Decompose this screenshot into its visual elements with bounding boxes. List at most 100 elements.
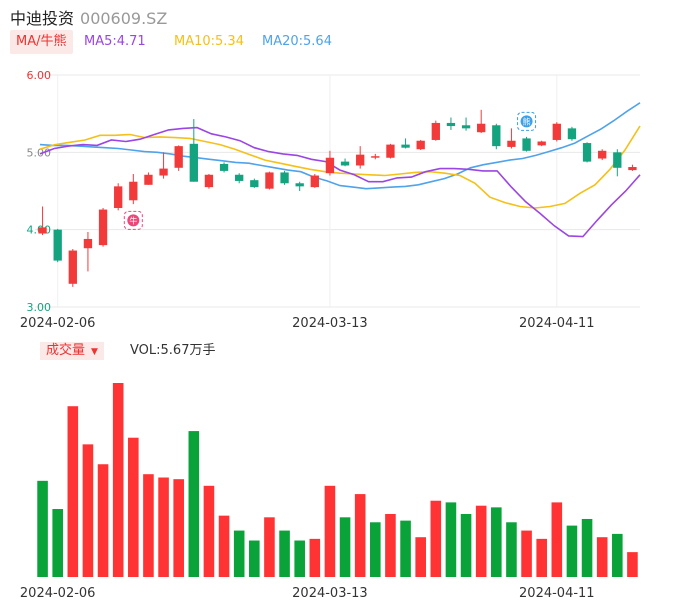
- candle-body: [477, 123, 486, 133]
- bear-marker-label: 熊: [523, 116, 531, 126]
- volume-bar: [612, 533, 623, 577]
- volume-bar: [67, 406, 79, 577]
- volume-bar: [128, 437, 139, 577]
- volume-bar: [521, 530, 532, 577]
- candle-body: [325, 157, 335, 174]
- volume-bar: [143, 474, 154, 577]
- volume-bar: [551, 502, 563, 577]
- volume-bar: [188, 431, 200, 577]
- volume-bar: [460, 513, 472, 577]
- volume-indicator-tab[interactable]: 成交量 ▼: [40, 342, 104, 360]
- candle-body: [401, 144, 410, 148]
- candle-body: [129, 181, 138, 201]
- candle-body: [250, 180, 259, 188]
- candle-body: [295, 183, 304, 187]
- date-tick-label: 2024-03-13: [292, 316, 368, 331]
- volume-bar: [339, 517, 351, 577]
- stock-name: 中迪投资: [10, 9, 75, 28]
- volume-bar: [400, 520, 411, 577]
- candle-body: [310, 175, 319, 188]
- candle-body: [53, 229, 62, 261]
- volume-bar: [566, 525, 578, 577]
- candle-body: [522, 138, 531, 151]
- candle-body: [461, 125, 471, 129]
- bull-marker-badge: [127, 214, 140, 227]
- volume-bar: [249, 540, 260, 577]
- volume-bar: [173, 479, 184, 577]
- ma5-line: [39, 126, 641, 238]
- volume-bar: [581, 518, 593, 577]
- candle-body: [114, 186, 123, 209]
- volume-bar: [370, 522, 381, 577]
- volume-bar: [294, 540, 305, 577]
- bull-marker-label: 牛: [129, 215, 137, 225]
- volume-bar: [385, 513, 396, 577]
- candle-body: [537, 141, 546, 146]
- candle-body: [159, 168, 168, 176]
- candle-body: [416, 140, 425, 150]
- ma20-line: [39, 102, 641, 190]
- candle-body: [189, 143, 198, 182]
- ma20-value: MA20:5.64: [262, 34, 332, 49]
- candle-body: [507, 140, 516, 147]
- ma5-value: MA5:4.71: [84, 34, 146, 49]
- candle-body: [598, 150, 607, 159]
- volume-bar: [430, 500, 442, 577]
- dropdown-arrow-icon: ▼: [91, 347, 98, 357]
- volume-bar: [596, 537, 608, 577]
- ma-indicator-tab[interactable]: MA/牛熊: [10, 30, 73, 54]
- stock-title: 中迪投资 000609.SZ: [10, 5, 167, 29]
- price-tick-label: 3.00: [27, 301, 52, 314]
- volume-bar: [203, 485, 215, 577]
- volume-date-label: 2024-03-13: [292, 586, 368, 601]
- volume-tab-label: 成交量: [46, 343, 86, 358]
- candle-body: [567, 128, 577, 140]
- candle-body: [68, 250, 77, 284]
- candle-body: [174, 146, 183, 168]
- candle-body: [613, 152, 622, 168]
- candle-body: [446, 122, 456, 127]
- candle-body: [582, 143, 592, 162]
- candle-body: [98, 209, 108, 246]
- volume-bar: [354, 494, 366, 577]
- date-tick-label: 2024-04-11: [519, 316, 595, 331]
- candle-body: [83, 238, 93, 249]
- volume-bar: [415, 537, 426, 577]
- ma10-line: [39, 125, 641, 209]
- volume-bar: [37, 480, 48, 577]
- volume-bar: [52, 509, 63, 577]
- price-tick-label: 5.00: [27, 146, 52, 159]
- volume-bar: [324, 485, 336, 577]
- candle-body: [340, 161, 350, 166]
- candle-body: [144, 174, 153, 185]
- volume-bar: [309, 538, 321, 577]
- volume-bar: [97, 464, 109, 577]
- candle-body: [628, 167, 637, 171]
- volume-bar: [279, 530, 290, 577]
- bear-marker-badge: [520, 115, 533, 128]
- candle-body: [235, 174, 244, 181]
- ma10-value: MA10:5.34: [174, 34, 244, 49]
- volume-bar: [475, 505, 487, 577]
- volume-date-label: 2024-02-06: [20, 586, 96, 601]
- candle-body: [38, 227, 47, 234]
- candle-body: [431, 122, 440, 140]
- volume-value: VOL:5.67万手: [130, 343, 216, 358]
- date-tick-label: 2024-02-06: [20, 316, 96, 331]
- candle-body: [219, 163, 229, 171]
- volume-bar: [264, 517, 275, 577]
- volume-date-label: 2024-04-11: [519, 586, 595, 601]
- volume-bar: [112, 383, 124, 577]
- candle-body: [204, 174, 214, 188]
- candle-body: [265, 172, 274, 189]
- volume-bar: [491, 507, 502, 577]
- volume-bar: [536, 538, 547, 577]
- candle-body: [552, 123, 561, 140]
- volume-bar: [218, 515, 230, 577]
- candle-body: [280, 172, 289, 184]
- volume-bar: [445, 502, 457, 577]
- volume-bar: [233, 530, 245, 577]
- volume-bar: [506, 522, 517, 577]
- price-tick-label: 6.00: [27, 69, 52, 82]
